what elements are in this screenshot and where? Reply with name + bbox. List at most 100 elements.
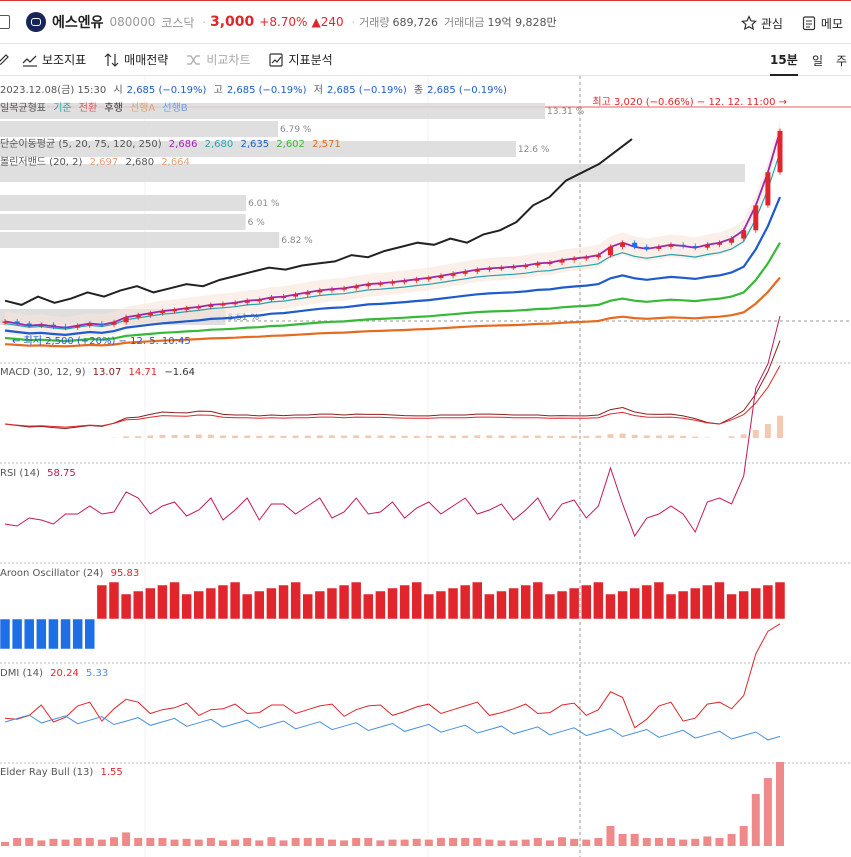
elder-ray-bar [352,838,361,846]
pen-icon[interactable] [0,53,10,67]
candle-body [680,244,686,247]
macd-signal: 14.71 [128,367,158,378]
aroon-bar [593,581,604,620]
stock-chart[interactable]: 13.31 % 6.79 % 12.6 % 6.01 % 6 % 6.82 % 5.51 % [0,76,851,857]
candle-body [486,268,492,270]
ma250-line [4,276,781,348]
ichimoku-span-a: 선행A [129,103,156,114]
volume-profile-bar [0,103,545,119]
volume-profile-label: 13.31 % [547,107,585,117]
candle-body [777,130,783,173]
macd-histogram-bar [680,435,687,438]
trade-strategy-button[interactable]: 매매전략 [104,51,168,68]
watch-button[interactable]: 관심 [740,15,783,32]
indicator-analysis-button[interactable]: 지표분석 [268,51,333,68]
change-percent: +8.70% [259,15,308,29]
aroon-bar [278,584,289,620]
elder-ray-bar [97,839,106,846]
ma75-value: 2,635 [240,139,270,150]
volume-profile-bar [0,232,280,248]
candle-body [365,284,371,287]
candle-body [704,244,710,248]
panel-toggle-icon[interactable] [0,15,10,29]
candle-body [583,257,589,259]
candle-body [741,230,747,239]
aroon-bar [350,581,362,620]
macd-legend[interactable]: MACD (30, 12, 9) 13.07 14.71 −1.64 [0,367,199,378]
elder-ray-bar [134,838,143,846]
ma75-line [4,196,782,337]
elder-ray-bar [667,838,676,846]
elder-ray-bar [703,836,712,846]
ichimoku-legend[interactable]: 일목균형표 기준 전환 후행 선행A 선행B [0,99,192,114]
chart-line-icon [22,55,37,67]
elder-ray-bar [461,838,470,846]
elder-ray-bar [715,838,724,846]
bollinger-legend[interactable]: 볼린저밴드 (20, 2) 2,697 2,680 2,664 [0,153,194,168]
ma5-value: 2,686 [168,139,198,150]
candle-body [184,308,190,310]
timeframe-15min[interactable]: 15분 [770,44,798,76]
open-label: 시 [113,85,123,96]
elder-ray-bar [364,838,373,846]
aroon-bar [193,590,204,620]
current-price: 3,000 [209,14,255,30]
elder-ray-bar [1,842,9,846]
aroon-bar [11,618,23,650]
macd-histogram-bar [764,424,771,438]
elder-ray-bar [376,840,385,846]
elder-ray-bar [642,838,651,846]
aroon-bar [399,584,410,620]
elder-ray-bar [727,834,736,846]
elder-ray-bar [545,840,554,846]
volume-profile-bar [0,195,247,211]
aroon-bar [581,584,592,620]
macd-osc: −1.64 [164,367,195,378]
stock-name[interactable]: 에스엔유 [52,15,104,31]
aroon-bar [617,590,628,620]
aroon-bar [484,593,495,620]
aroon-legend[interactable]: Aroon Oscillator (24) 95.83 [0,568,143,579]
aroon-bar [302,593,313,620]
timeframe-week[interactable]: 주 [836,53,848,68]
rsi-legend[interactable]: RSI (14) 58.75 [0,468,80,479]
candle-body [498,267,504,270]
macd-histogram-bar [571,435,578,438]
aroon-bar [290,581,301,620]
aroon-bar [60,618,71,650]
elder-ray-bar [122,832,131,846]
stock-market: 코스닥 [161,15,195,30]
dmi-legend[interactable]: DMI (14) 20.24 5.33 [0,668,112,679]
elder-ray-bar [255,840,264,846]
macd-histogram-bar [450,435,457,438]
candle-body [281,296,287,299]
elder-ray-bar [654,838,663,846]
macd-histogram-bar [728,436,735,438]
aroon-bar [714,581,725,620]
aux-indicator-button[interactable]: 보조지표 [22,51,86,68]
elder-legend[interactable]: Elder Ray Bull (13) 1.55 [0,767,127,778]
macd-histogram-bar [777,415,783,438]
elder-ray-bar [279,840,288,846]
candle-body [353,286,359,289]
ma250-value: 2,571 [312,139,341,150]
aroon-bar [738,590,749,620]
macd-histogram-bar [583,435,590,438]
high-annotation: 최고 3,020 (−0.66%) − 12. 12. 11:00 → [592,97,787,108]
aroon-bar [217,584,229,620]
aroon-bar [145,587,156,620]
elder-ray-bar [243,838,252,846]
ma-legend[interactable]: 단순이동평균 (5, 20, 75, 120, 250) 2,686 2,680… [0,135,345,150]
elder-ray-bar [388,839,397,846]
candle-body [632,242,638,247]
volume-profile-bar [0,121,279,137]
candle-body [208,304,214,307]
compare-chart-button[interactable]: 비교차트 [186,51,251,68]
aroon-bar [36,618,47,650]
timeframe-day[interactable]: 일 [812,53,824,68]
memo-button[interactable]: 메모 [801,15,843,32]
candle-body [123,317,129,323]
ichimoku-lagging-line [4,138,633,306]
elder-ray-bar [182,838,191,846]
macd-histogram-bar [425,435,432,438]
